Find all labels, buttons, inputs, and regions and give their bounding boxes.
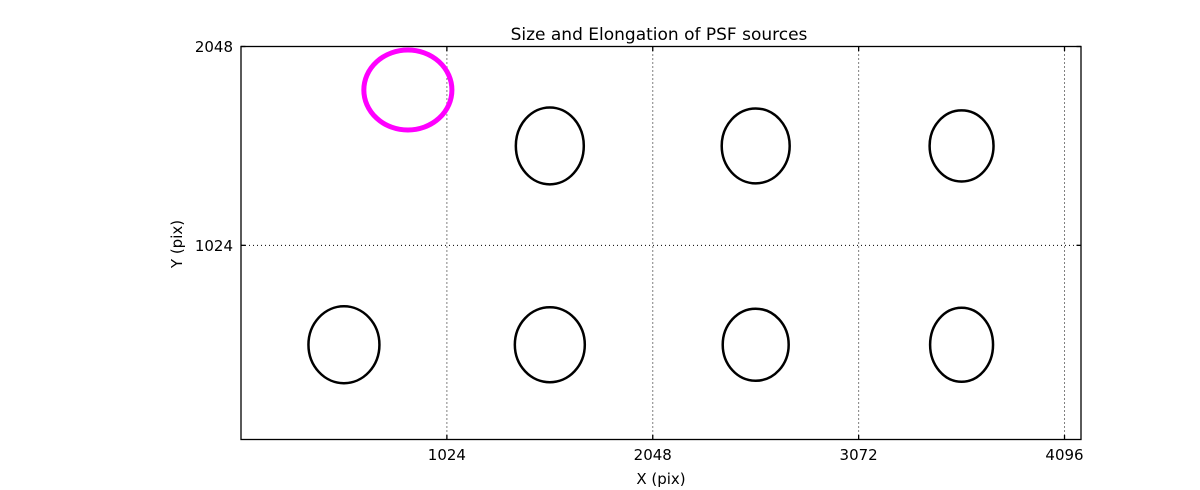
psf-ellipse-highlighted xyxy=(361,47,455,133)
psf-ellipse-5 xyxy=(513,306,587,384)
tick-layer xyxy=(241,45,1081,440)
x-tick-label-4096: 4096 xyxy=(1045,446,1083,464)
psf-ellipse-4 xyxy=(307,305,381,385)
y-tick-label-2048: 2048 xyxy=(195,38,233,56)
y-tick-label-1024: 1024 xyxy=(195,237,233,255)
chart-title: Size and Elongation of PSF sources xyxy=(511,25,808,45)
psf-ellipse-2 xyxy=(720,107,791,185)
psf-ellipse-6 xyxy=(721,307,790,383)
psf-ellipse-layer xyxy=(307,47,995,385)
x-axis-label: X (pix) xyxy=(636,470,685,488)
x-tick-label-1024: 1024 xyxy=(428,446,466,464)
plot-frame xyxy=(240,45,1082,441)
x-tick-label-3072: 3072 xyxy=(840,446,878,464)
y-axis-label: Y (pix) xyxy=(168,220,186,269)
psf-ellipse-7 xyxy=(928,306,995,383)
tick-label-layer: 1024 2048 3072 4096 1024 2048 xyxy=(195,38,1084,464)
psf-ellipse-3 xyxy=(928,109,995,183)
psf-ellipse-1 xyxy=(514,106,586,186)
x-tick-label-2048: 2048 xyxy=(634,446,672,464)
